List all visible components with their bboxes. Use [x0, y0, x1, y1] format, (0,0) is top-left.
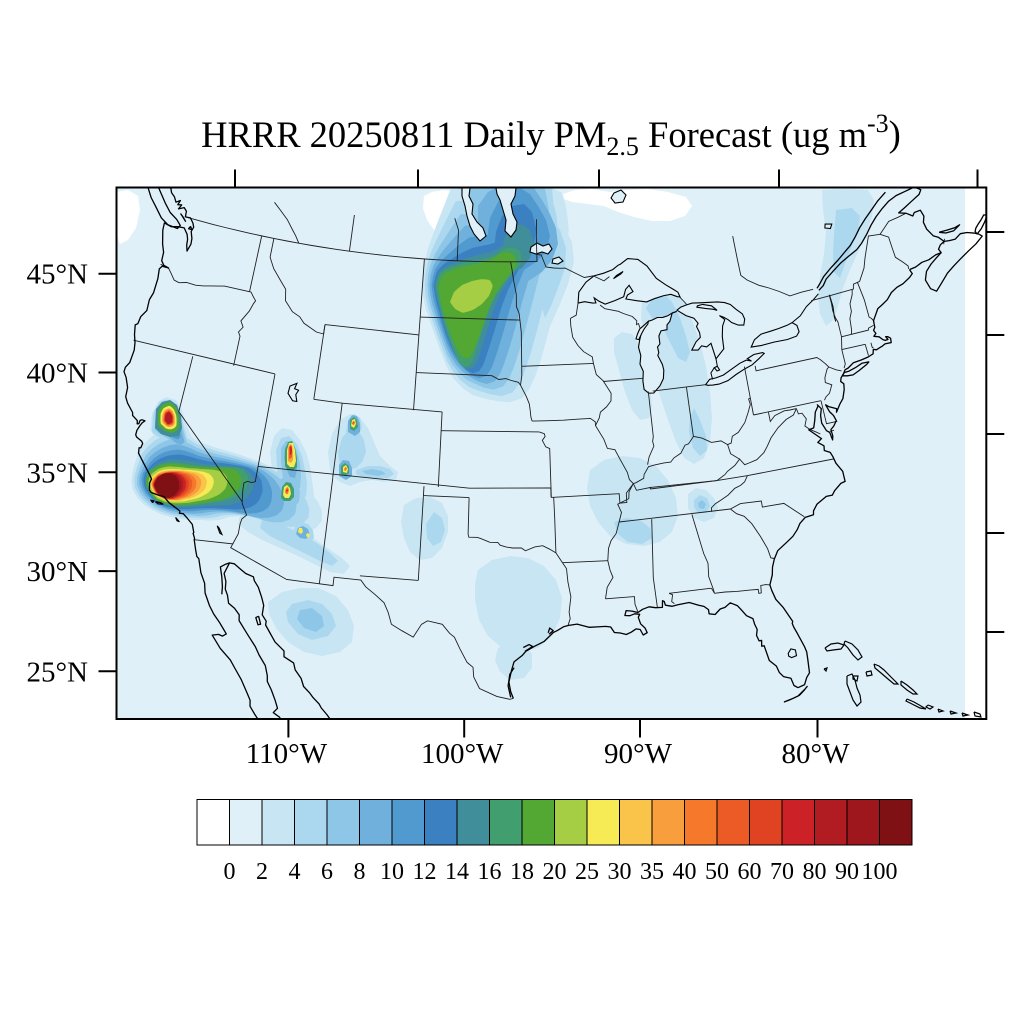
svg-text:14: 14: [445, 859, 469, 885]
svg-text:4: 4: [289, 859, 301, 885]
svg-text:25°N: 25°N: [26, 656, 88, 688]
svg-text:6: 6: [321, 859, 333, 885]
svg-text:20: 20: [543, 859, 567, 885]
svg-text:12: 12: [413, 859, 437, 885]
svg-text:90°W: 90°W: [604, 738, 673, 770]
svg-text:0: 0: [224, 859, 236, 885]
svg-text:30°N: 30°N: [26, 556, 88, 588]
svg-text:100: 100: [862, 859, 898, 885]
svg-text:70: 70: [770, 859, 794, 885]
svg-text:HRRR 20250811 Daily PM2.5 Fore: HRRR 20250811 Daily PM2.5 Forecast (ug m…: [201, 109, 901, 161]
svg-text:30: 30: [608, 859, 632, 885]
svg-text:35°N: 35°N: [26, 457, 88, 489]
svg-text:18: 18: [510, 859, 534, 885]
svg-text:10: 10: [380, 859, 404, 885]
svg-text:90: 90: [835, 859, 859, 885]
svg-text:2: 2: [256, 859, 268, 885]
svg-text:100°W: 100°W: [421, 738, 504, 770]
svg-text:40°N: 40°N: [26, 358, 88, 390]
svg-text:80: 80: [803, 859, 827, 885]
svg-text:60: 60: [738, 859, 762, 885]
svg-text:35: 35: [640, 859, 664, 885]
svg-text:16: 16: [478, 859, 502, 885]
svg-text:40: 40: [673, 859, 697, 885]
svg-text:110°W: 110°W: [246, 738, 328, 770]
svg-text:80°W: 80°W: [782, 738, 851, 770]
svg-text:50: 50: [705, 859, 729, 885]
svg-text:8: 8: [354, 859, 366, 885]
svg-text:45°N: 45°N: [26, 259, 88, 291]
svg-text:25: 25: [575, 859, 599, 885]
